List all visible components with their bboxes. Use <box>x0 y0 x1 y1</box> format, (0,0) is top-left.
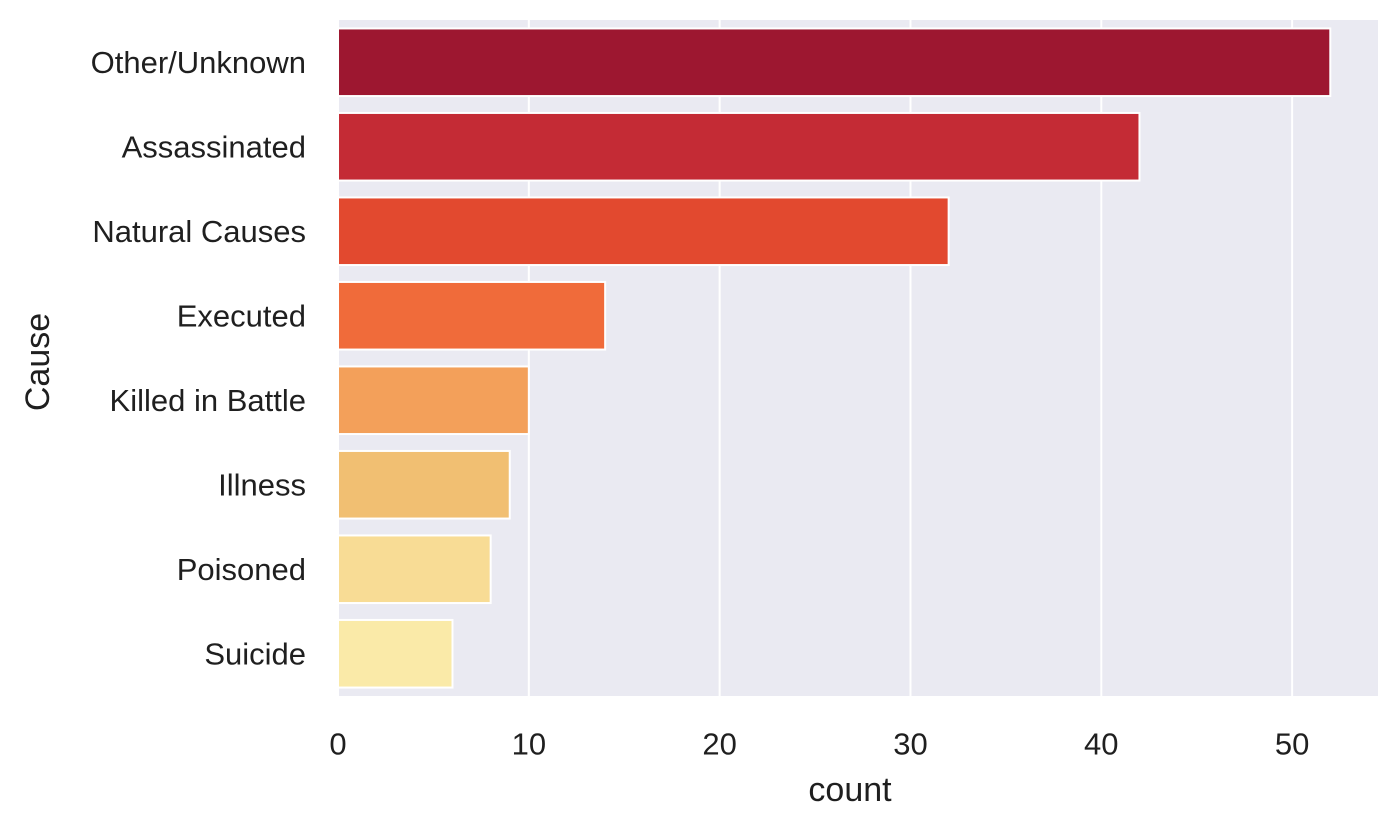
x-tick-label: 20 <box>702 727 736 762</box>
y-axis-title: Cause <box>19 313 57 411</box>
y-tick-label: Other/Unknown <box>91 45 306 80</box>
bar <box>338 620 452 688</box>
y-tick-label: Executed <box>177 298 306 333</box>
x-tick-labels: 0 10 20 30 40 50 <box>329 727 1309 762</box>
bar <box>338 535 491 603</box>
bar <box>338 451 510 519</box>
x-axis-title: count <box>808 771 892 809</box>
y-tick-label: Assassinated <box>122 129 306 164</box>
y-tick-label: Poisoned <box>177 552 306 587</box>
bar <box>338 366 529 434</box>
x-tick-label: 30 <box>893 727 927 762</box>
y-tick-label: Illness <box>218 467 306 502</box>
y-tick-label: Killed in Battle <box>110 383 306 418</box>
bar <box>338 282 605 350</box>
bar <box>338 28 1330 96</box>
x-tick-label: 0 <box>329 727 346 762</box>
bar <box>338 113 1139 181</box>
x-tick-label: 50 <box>1275 727 1309 762</box>
y-tick-labels: Other/Unknown Assassinated Natural Causes E… <box>91 45 306 672</box>
bar <box>338 197 949 265</box>
y-tick-label: Natural Causes <box>92 214 306 249</box>
x-tick-label: 10 <box>512 727 546 762</box>
y-tick-label: Suicide <box>204 636 306 671</box>
x-tick-label: 40 <box>1084 727 1118 762</box>
